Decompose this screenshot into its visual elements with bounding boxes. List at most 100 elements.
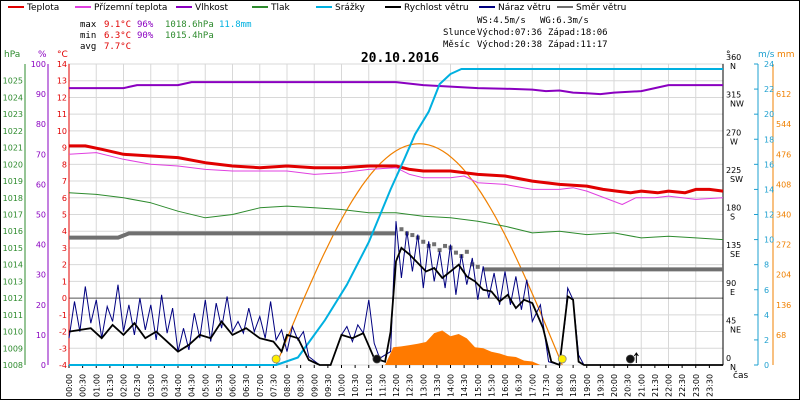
x-tick-label: 04:00	[174, 374, 183, 397]
wind-direction-point	[432, 242, 437, 247]
hpa-tick-label: 1024	[3, 93, 23, 102]
legend-label: Náraz větru	[498, 3, 551, 13]
degc-tick-label: 1	[62, 277, 67, 286]
series-hum	[69, 81, 723, 96]
degc-tick-label: 12	[57, 93, 67, 102]
legend: Teplota Přízemní teplota Vlhkost Tlak Srážky…	[8, 3, 626, 13]
deg-tick-label: 45	[726, 316, 736, 325]
x-tick-label: 09:30	[324, 374, 333, 397]
x-tick-label: 22:00	[665, 374, 674, 397]
degc-tick-label: 7	[62, 177, 67, 186]
x-tick-label: 05:30	[215, 374, 224, 397]
stats-temp-max: 9.1°C	[104, 20, 131, 30]
legend-label: Tlak	[270, 3, 291, 13]
degc-tick-label: -3	[59, 344, 67, 353]
x-tick-label: 23:00	[692, 374, 701, 397]
sun-marker	[557, 354, 567, 364]
degc-tick-label: 6	[62, 194, 67, 203]
unit-hpa: hPa	[4, 50, 20, 60]
info-sunrise: Východ:07:36	[477, 28, 542, 38]
ms-tick-label: 20	[764, 110, 774, 119]
x-tick-label: 21:30	[651, 374, 660, 397]
hpa-tick-label: 1008	[3, 361, 23, 370]
deg-tick-label: 135	[726, 241, 741, 250]
ms-tick-label: 4	[764, 311, 769, 320]
wm2-tick-label: 272	[776, 241, 791, 250]
degc-tick-label: 10	[57, 127, 67, 136]
ms-tick-label: 16	[764, 160, 774, 169]
degc-tick-label: 5	[62, 211, 67, 220]
stats-hum-min: 90%	[137, 31, 154, 41]
stats-temp-min: 6.3°C	[104, 31, 131, 41]
x-tick-label: 08:00	[283, 374, 292, 397]
info-sunset: Západ:18:06	[548, 28, 608, 38]
info-block: WS:4.5m/s WG:6.3m/s Slunce Východ:07:36 …	[443, 16, 608, 50]
wind-direction-point	[399, 227, 404, 232]
wind-direction-steady	[69, 231, 396, 240]
x-tick-label: 06:30	[242, 374, 251, 397]
plot-grid	[68, 63, 724, 366]
x-tick-label: 13:00	[419, 374, 428, 397]
stats-label-min: min	[80, 31, 96, 41]
x-tick-label: 16:30	[515, 374, 524, 397]
series-rain	[69, 68, 723, 366]
degc-tick-label: 2	[62, 261, 67, 270]
ms-tick-label: 18	[764, 135, 774, 144]
x-tick-label: 03:00	[147, 374, 156, 397]
pct-tick-label: 70	[36, 150, 46, 159]
stats-press-max: 1018.6hPa	[165, 20, 214, 30]
wind-direction-point	[470, 262, 475, 267]
ms-tick-label: 14	[764, 185, 774, 194]
wm2-tick-label: 204	[776, 271, 791, 280]
info-wg: WG:6.3m/s	[540, 16, 589, 26]
x-axis: 00:00 00:30 01:00 01:30 02:00 02:30 03:00 03:30…	[65, 365, 714, 397]
deg-dir-label: W	[730, 137, 738, 146]
deg-tick-label: 180	[726, 204, 741, 213]
info-moon-label: Měsíc	[443, 40, 470, 50]
wm2-tick-label: 340	[776, 211, 791, 220]
deg-tick-label: 225	[726, 166, 741, 175]
deg-dir-label: S	[730, 213, 735, 222]
pct-tick-label: 60	[36, 180, 46, 189]
pct-tick-label: 10	[36, 331, 46, 340]
pct-tick-label: 50	[36, 211, 46, 220]
wind-direction-point	[426, 243, 431, 248]
x-tick-label: 06:00	[229, 374, 238, 397]
legend-label: Směr větru	[576, 3, 626, 13]
ms-tick-label: 24	[764, 60, 774, 69]
x-tick-label: 23:30	[705, 374, 714, 397]
right-axes: 0N45NE90E135SE180S225SW270W315NW360N0246…	[722, 53, 791, 372]
moonrise-arrow	[633, 352, 639, 363]
hpa-tick-label: 1017	[3, 211, 23, 220]
x-tick-label: 12:30	[406, 374, 415, 397]
x-tick-label: 08:30	[297, 374, 306, 397]
wm2-tick-label: 544	[776, 120, 791, 129]
x-tick-label: 14:00	[447, 374, 456, 397]
hpa-tick-label: 1019	[3, 177, 23, 186]
pct-tick-label: 20	[36, 301, 46, 310]
degc-tick-label: 3	[62, 244, 67, 253]
x-tick-label: 22:30	[678, 374, 687, 397]
info-sun-label: Slunce	[443, 28, 476, 38]
pct-tick-label: 40	[36, 241, 46, 250]
stats-hum-max: 96%	[137, 20, 154, 30]
x-tick-label: 04:30	[188, 374, 197, 397]
x-tick-label: 05:00	[201, 374, 210, 397]
sun-curve	[275, 143, 563, 366]
hpa-tick-label: 1012	[3, 294, 23, 303]
x-tick-label: 13:30	[433, 374, 442, 397]
sun-marker	[271, 354, 281, 364]
wm2-tick-label: 136	[776, 301, 791, 310]
unit-mm: mm	[777, 50, 795, 60]
pct-tick-label: 100	[31, 60, 46, 69]
x-tick-label: 10:30	[351, 374, 360, 397]
deg-dir-label: N	[730, 363, 736, 372]
x-tick-label: 18:00	[556, 374, 565, 397]
degc-tick-label: 13	[57, 77, 67, 86]
stats-label-avg: avg	[80, 42, 96, 52]
legend-label: Srážky	[335, 3, 366, 13]
wind-direction-point	[464, 249, 469, 254]
legend-label: Vlhkost	[195, 3, 228, 13]
x-tick-label: 18:30	[569, 374, 578, 397]
